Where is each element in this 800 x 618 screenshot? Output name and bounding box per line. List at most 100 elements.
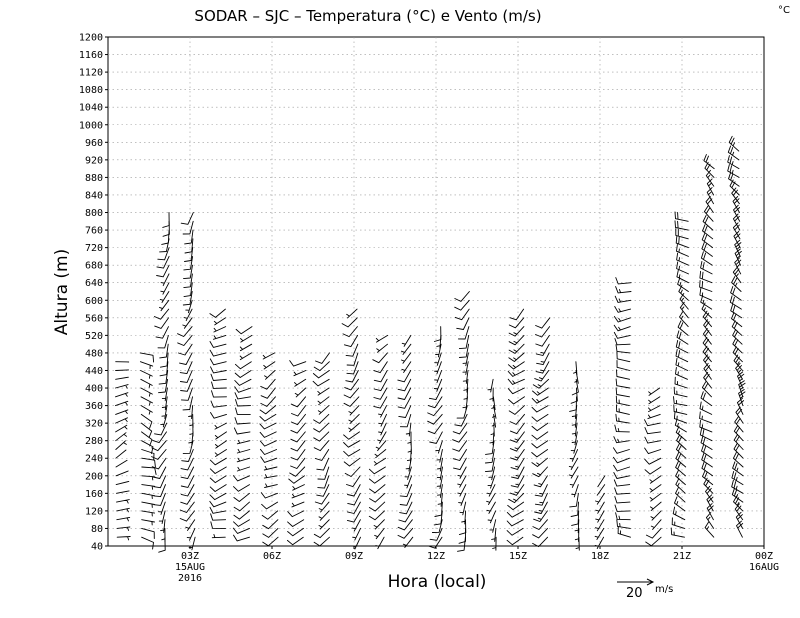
wind-barb xyxy=(158,370,169,385)
wind-barb xyxy=(373,378,388,392)
wind-barb xyxy=(161,387,168,402)
wind-barb xyxy=(185,519,196,531)
wind-barb xyxy=(509,484,525,496)
wind-barb xyxy=(434,501,443,517)
wind-barb xyxy=(484,457,495,473)
wind-barb xyxy=(346,361,359,375)
wind-barb xyxy=(571,422,578,437)
wind-barb xyxy=(397,378,412,392)
x-tick-year-label: 2016 xyxy=(178,573,202,584)
x-tick-label: 12Z xyxy=(427,551,445,562)
wind-barb xyxy=(158,378,169,394)
wind-barb xyxy=(457,536,466,552)
wind-barb xyxy=(375,334,389,343)
wind-barb xyxy=(703,477,714,494)
y-tick-label: 80 xyxy=(91,524,103,535)
wind-barb xyxy=(317,466,330,480)
wind-barb xyxy=(452,440,468,452)
wind-barb xyxy=(180,378,193,392)
wind-barb xyxy=(644,466,662,475)
wind-barb xyxy=(260,492,278,499)
wind-barb xyxy=(115,470,129,477)
wind-barb xyxy=(317,387,330,396)
wind-barb xyxy=(675,348,689,363)
wind-barb xyxy=(158,501,166,515)
wind-barb xyxy=(649,475,662,484)
wind-barb xyxy=(343,334,359,348)
wind-barb xyxy=(115,432,128,442)
wind-barb xyxy=(457,475,467,488)
wind-barb xyxy=(184,229,194,245)
wind-barb xyxy=(452,431,468,443)
wind-barb xyxy=(313,536,330,547)
wind-barb xyxy=(318,510,330,521)
wind-barb xyxy=(232,475,251,482)
wind-barb xyxy=(159,238,170,253)
wind-barb xyxy=(290,449,306,461)
wind-barb xyxy=(532,536,549,548)
y-tick-label: 400 xyxy=(85,384,103,395)
wind-barb xyxy=(263,465,278,471)
wind-barb xyxy=(209,341,227,348)
wind-barb xyxy=(569,449,579,462)
wind-barb xyxy=(374,449,387,459)
wind-barb xyxy=(399,492,413,506)
wind-barb xyxy=(729,179,740,196)
wind-barb xyxy=(179,510,195,522)
wind-barb xyxy=(736,520,744,538)
wind-barb xyxy=(702,469,714,486)
wind-barb xyxy=(141,501,155,508)
wind-barb xyxy=(210,513,227,521)
wind-barb xyxy=(594,527,605,540)
wind-barb xyxy=(290,440,306,452)
wind-barb xyxy=(706,187,714,205)
wind-barb xyxy=(262,536,279,547)
wind-barb xyxy=(617,526,631,538)
wind-barb xyxy=(161,396,168,411)
wind-barb xyxy=(675,357,689,371)
wind-barb xyxy=(733,495,744,512)
wind-barb xyxy=(397,396,412,409)
wind-barb xyxy=(616,351,631,363)
wind-barb xyxy=(732,451,744,468)
wind-barb xyxy=(369,492,386,503)
wind-barb xyxy=(233,510,250,520)
wind-barb xyxy=(571,413,578,428)
wind-barb xyxy=(614,295,632,303)
wind-barb xyxy=(286,536,304,546)
wind-barb xyxy=(569,492,579,508)
wind-barb xyxy=(644,436,662,444)
wind-barb xyxy=(728,171,740,187)
wind-barb xyxy=(484,449,495,464)
wind-barb xyxy=(436,334,442,349)
wind-barb xyxy=(644,427,661,435)
grid xyxy=(108,37,764,546)
wind-barb xyxy=(235,399,251,407)
wind-barb xyxy=(182,396,193,411)
wind-barb xyxy=(673,386,688,398)
wind-barb xyxy=(730,286,742,301)
wind-barb xyxy=(294,387,307,398)
wind-barb xyxy=(570,387,578,404)
wind-barb xyxy=(345,343,359,357)
wind-barb xyxy=(731,470,744,486)
y-tick-label: 1160 xyxy=(79,50,103,61)
wind-barb xyxy=(573,361,578,376)
y-tick-label: 1000 xyxy=(79,120,103,131)
wind-barb xyxy=(463,387,469,402)
y-tick-label: 960 xyxy=(85,138,103,149)
wind-barb xyxy=(115,376,129,380)
wind-barb xyxy=(675,235,689,249)
wind-barb xyxy=(706,503,714,521)
wind-barb xyxy=(209,308,226,318)
wind-barb xyxy=(699,427,713,442)
wind-barb xyxy=(675,486,686,503)
wind-barb xyxy=(491,527,497,542)
wind-barb xyxy=(313,361,330,372)
wind-barb xyxy=(259,422,277,430)
wind-barb xyxy=(701,461,714,477)
wind-barb xyxy=(259,431,277,438)
wind-barb xyxy=(454,413,468,427)
x-tick-label: 00Z xyxy=(755,551,773,562)
wind-barb xyxy=(733,442,744,459)
